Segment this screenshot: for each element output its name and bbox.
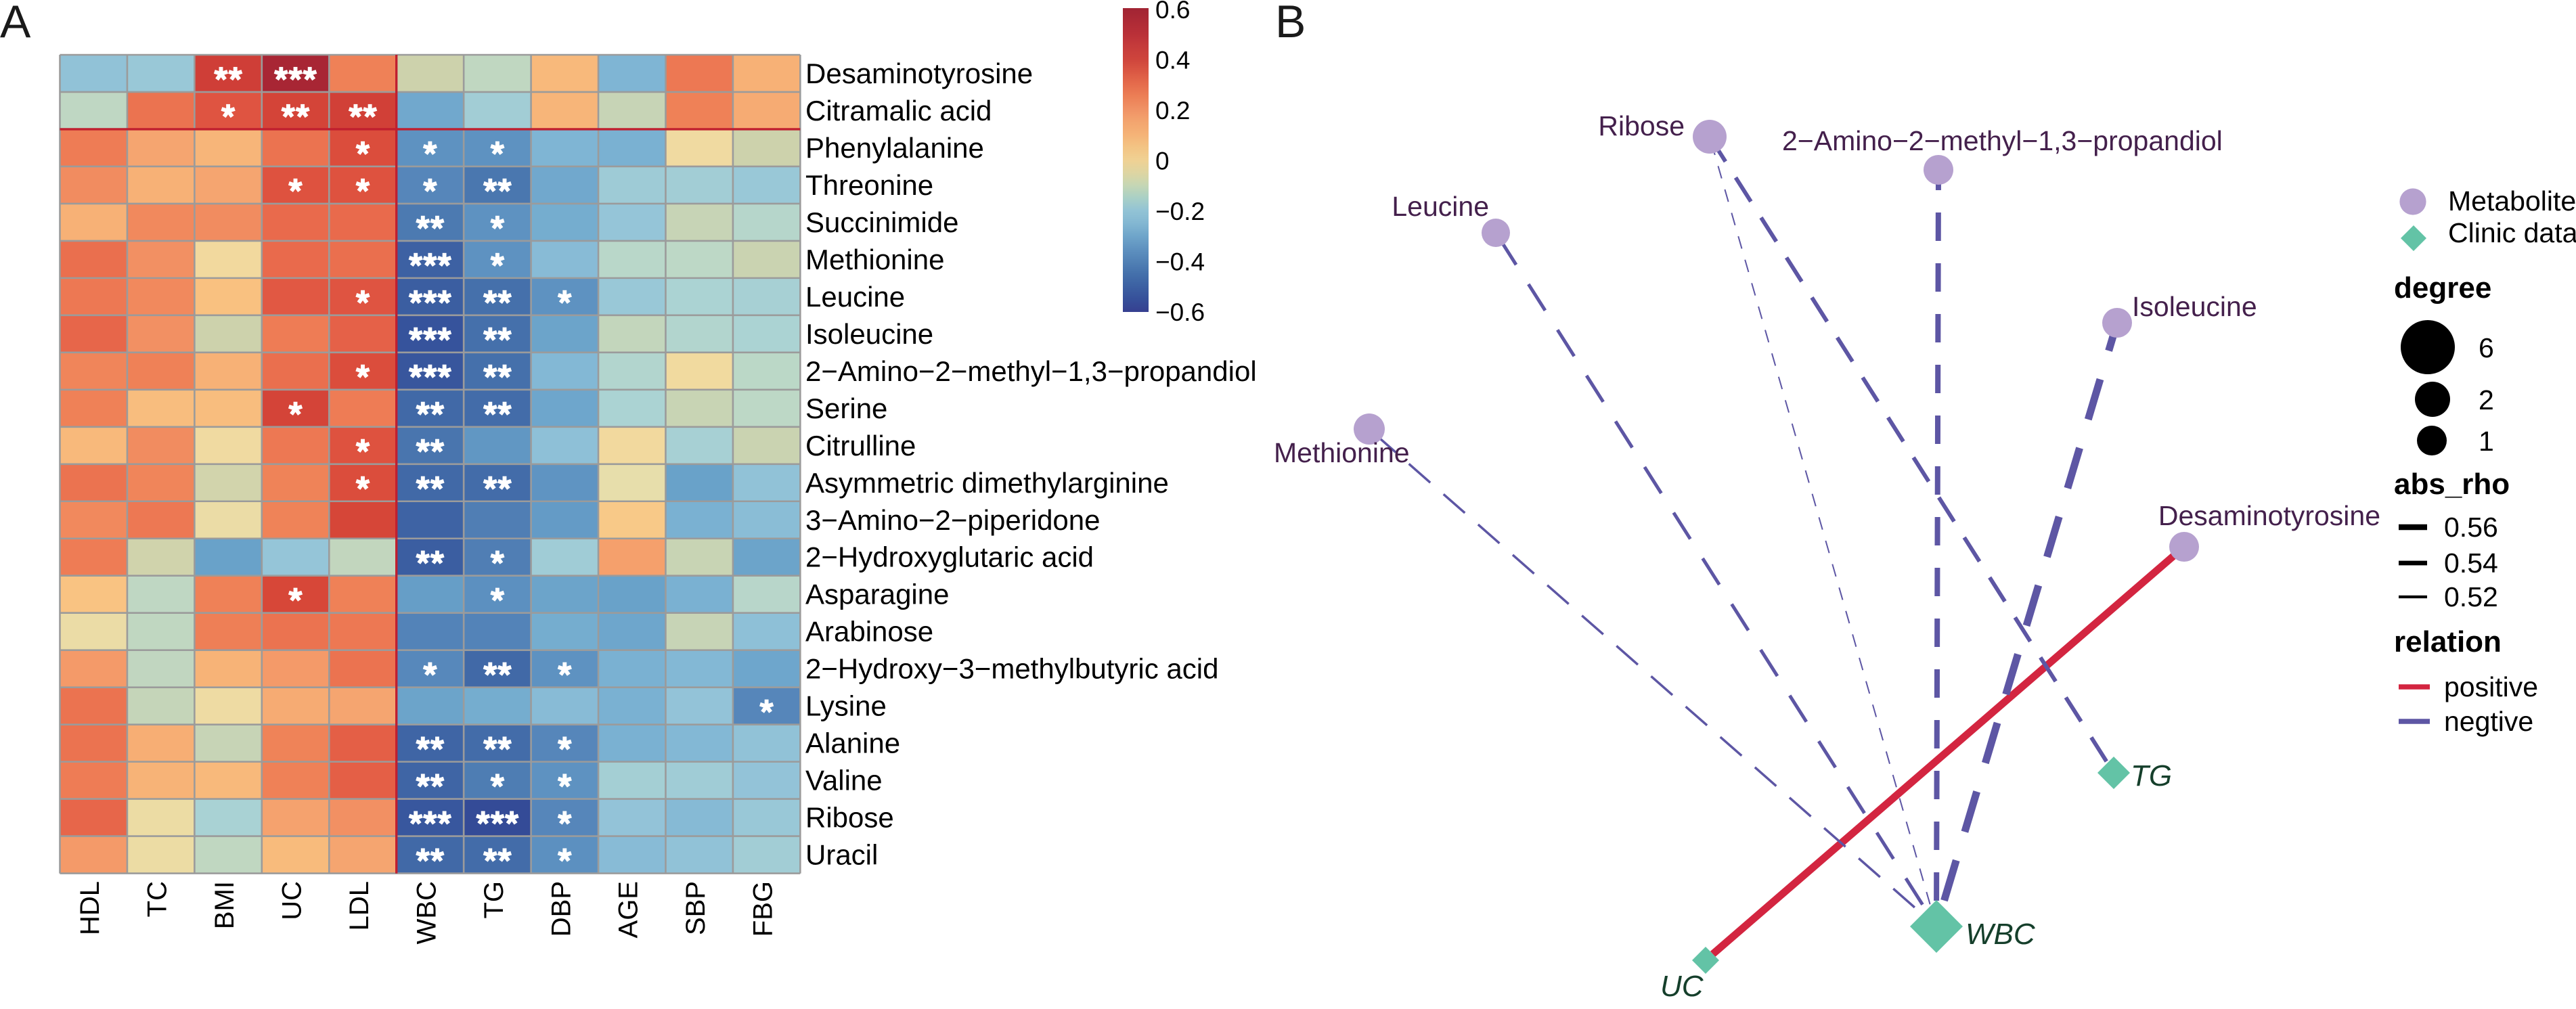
svg-text:Leucine: Leucine (1392, 191, 1489, 222)
svg-text:TG: TG (2131, 759, 2172, 792)
svg-text:Ribose: Ribose (1598, 110, 1685, 141)
svg-text:Citrulline: Citrulline (805, 430, 916, 462)
svg-text:Threonine: Threonine (805, 169, 933, 201)
svg-text:−0.6: −0.6 (1155, 298, 1205, 326)
svg-text:SBP: SBP (681, 881, 711, 935)
svg-text:Isoleucine: Isoleucine (805, 318, 933, 350)
svg-text:WBC: WBC (412, 881, 441, 944)
svg-text:2−Amino−2−methyl−1,3−propandio: 2−Amino−2−methyl−1,3−propandiol (1782, 125, 2223, 156)
svg-text:0.4: 0.4 (1155, 47, 1190, 74)
svg-text:Phenylalanine: Phenylalanine (805, 132, 984, 164)
svg-text:TC: TC (143, 881, 173, 917)
svg-text:Ribose: Ribose (805, 802, 894, 834)
svg-text:UC: UC (277, 881, 307, 920)
svg-text:Asparagine: Asparagine (805, 579, 949, 610)
svg-text:2−Hydroxy−3−methylbutyric acid: 2−Hydroxy−3−methylbutyric acid (805, 653, 1218, 685)
svg-text:Arabinose: Arabinose (805, 616, 933, 648)
svg-text:BMI: BMI (210, 881, 240, 929)
svg-text:Leucine: Leucine (805, 281, 905, 313)
svg-text:Desaminotyrosine: Desaminotyrosine (2158, 500, 2380, 531)
svg-text:abs_rho: abs_rho (2394, 468, 2510, 501)
svg-text:−0.2: −0.2 (1155, 198, 1205, 225)
svg-text:0.6: 0.6 (1155, 0, 1190, 24)
svg-text:Clinic data: Clinic data (2448, 217, 2576, 248)
svg-text:0.54: 0.54 (2444, 547, 2498, 579)
svg-text:Citramalic acid: Citramalic acid (805, 95, 992, 127)
svg-text:AGE: AGE (614, 881, 644, 938)
svg-text:Alanine: Alanine (805, 727, 900, 759)
svg-text:1: 1 (2479, 426, 2494, 457)
svg-text:Valine: Valine (805, 765, 883, 797)
svg-text:Methionine: Methionine (1274, 437, 1410, 468)
svg-text:degree: degree (2394, 271, 2491, 305)
svg-text:Methionine: Methionine (805, 244, 944, 275)
svg-text:HDL: HDL (75, 881, 105, 935)
svg-text:2−Amino−2−methyl−1,3−propandio: 2−Amino−2−methyl−1,3−propandiol (805, 355, 1257, 387)
svg-text:Desaminotyrosine: Desaminotyrosine (805, 58, 1033, 89)
svg-text:0: 0 (1155, 148, 1170, 175)
svg-text:negtive: negtive (2444, 706, 2533, 737)
svg-text:UC: UC (1660, 970, 1704, 1003)
svg-text:Lysine: Lysine (805, 690, 887, 722)
svg-text:Succinimide: Succinimide (805, 206, 958, 238)
svg-text:positive: positive (2444, 671, 2538, 702)
svg-text:−0.4: −0.4 (1155, 248, 1205, 276)
svg-text:TG: TG (479, 881, 509, 919)
svg-text:Asymmetric dimethylarginine: Asymmetric dimethylarginine (805, 467, 1169, 499)
svg-text:3−Amino−2−piperidone: 3−Amino−2−piperidone (805, 504, 1101, 536)
svg-text:Isoleucine: Isoleucine (2132, 291, 2257, 322)
svg-text:Serine: Serine (805, 393, 887, 424)
svg-text:0.52: 0.52 (2444, 581, 2498, 612)
svg-text:LDL: LDL (345, 881, 374, 930)
svg-text:B: B (1275, 0, 1306, 47)
svg-text:2: 2 (2479, 384, 2494, 416)
svg-text:0.2: 0.2 (1155, 97, 1190, 125)
svg-text:2−Hydroxyglutaric acid: 2−Hydroxyglutaric acid (805, 541, 1094, 573)
svg-text:DBP: DBP (546, 881, 576, 937)
svg-text:relation: relation (2394, 625, 2502, 658)
svg-text:6: 6 (2479, 332, 2494, 363)
svg-text:0.56: 0.56 (2444, 512, 2498, 543)
svg-text:A: A (0, 0, 31, 47)
svg-text:Metabolite: Metabolite (2448, 185, 2576, 217)
svg-text:WBC: WBC (1966, 918, 2036, 951)
svg-text:FBG: FBG (749, 881, 778, 937)
svg-text:Uracil: Uracil (805, 839, 878, 871)
